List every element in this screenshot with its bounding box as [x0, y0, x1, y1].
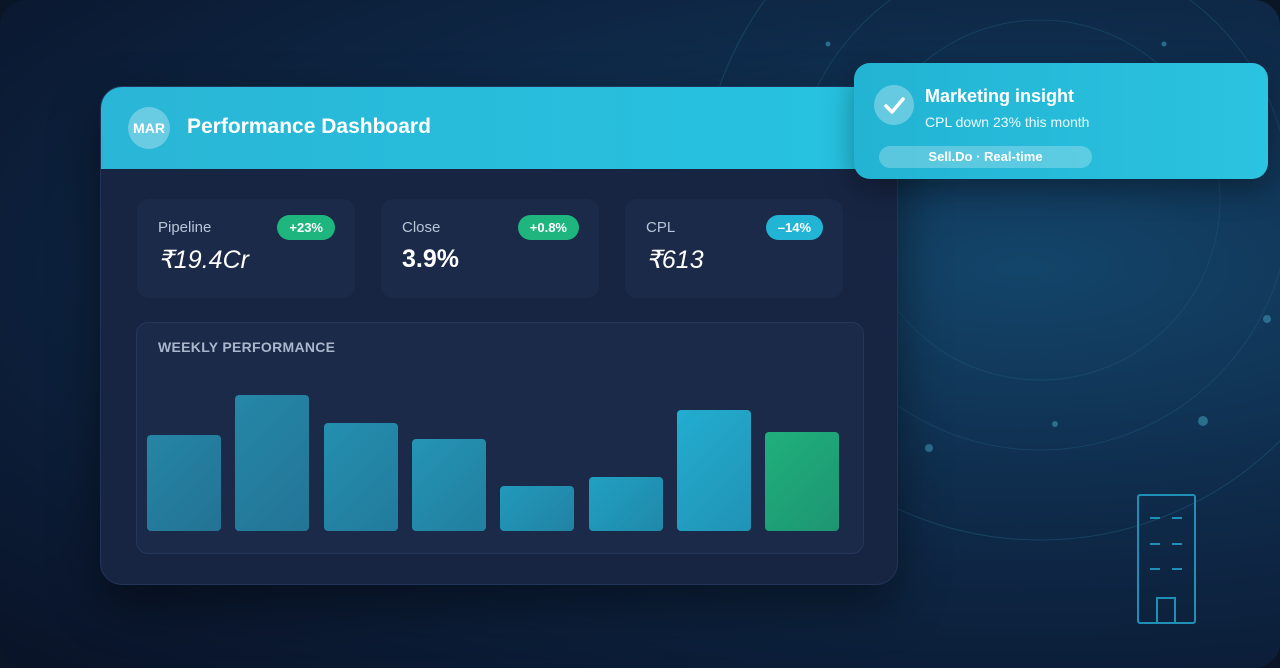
kpi-card: CPL ₹613 –14% [625, 199, 843, 298]
notification-text: CPL down 23% this month [925, 114, 1090, 130]
chart-title: WEEKLY PERFORMANCE [158, 339, 336, 355]
kpi-label: Close [402, 219, 441, 236]
kpi-badge: –14% [765, 215, 823, 240]
bar [765, 432, 840, 531]
bar [147, 435, 221, 531]
chart-panel: WEEKLY PERFORMANCE [136, 322, 864, 554]
bar [323, 423, 398, 531]
notification-tag: Sell.Do · Real-time [879, 146, 1092, 168]
kpi-card: Pipeline ₹19.4Cr +23% [137, 199, 355, 298]
kpi-label: Pipeline [158, 219, 212, 236]
bar [588, 477, 663, 531]
kpi-value: ₹613 [646, 246, 704, 274]
notification-title: Marketing insight [925, 86, 1075, 106]
avatar: MAR [128, 107, 170, 149]
bar [235, 395, 310, 531]
bar [500, 486, 575, 531]
bar [676, 410, 751, 531]
kpi-card: Close 3.9% +0.8% [381, 199, 599, 298]
card-header: MAR Performance Dashboard [101, 87, 897, 169]
kpi-badge: +23% [277, 215, 335, 240]
dashboard-card: MAR Performance Dashboard WEEKLY PERFORM… [100, 86, 898, 585]
dashboard-title: Performance Dashboard [187, 115, 431, 138]
notification: Marketing insight CPL down 23% this mont… [854, 63, 1268, 179]
kpi-badge: +0.8% [517, 215, 579, 240]
kpi-label: CPL [646, 219, 676, 236]
kpi-value: 3.9% [402, 245, 459, 273]
bar [411, 439, 486, 531]
check-icon [874, 85, 914, 125]
kpi-value: ₹19.4Cr [158, 246, 249, 274]
